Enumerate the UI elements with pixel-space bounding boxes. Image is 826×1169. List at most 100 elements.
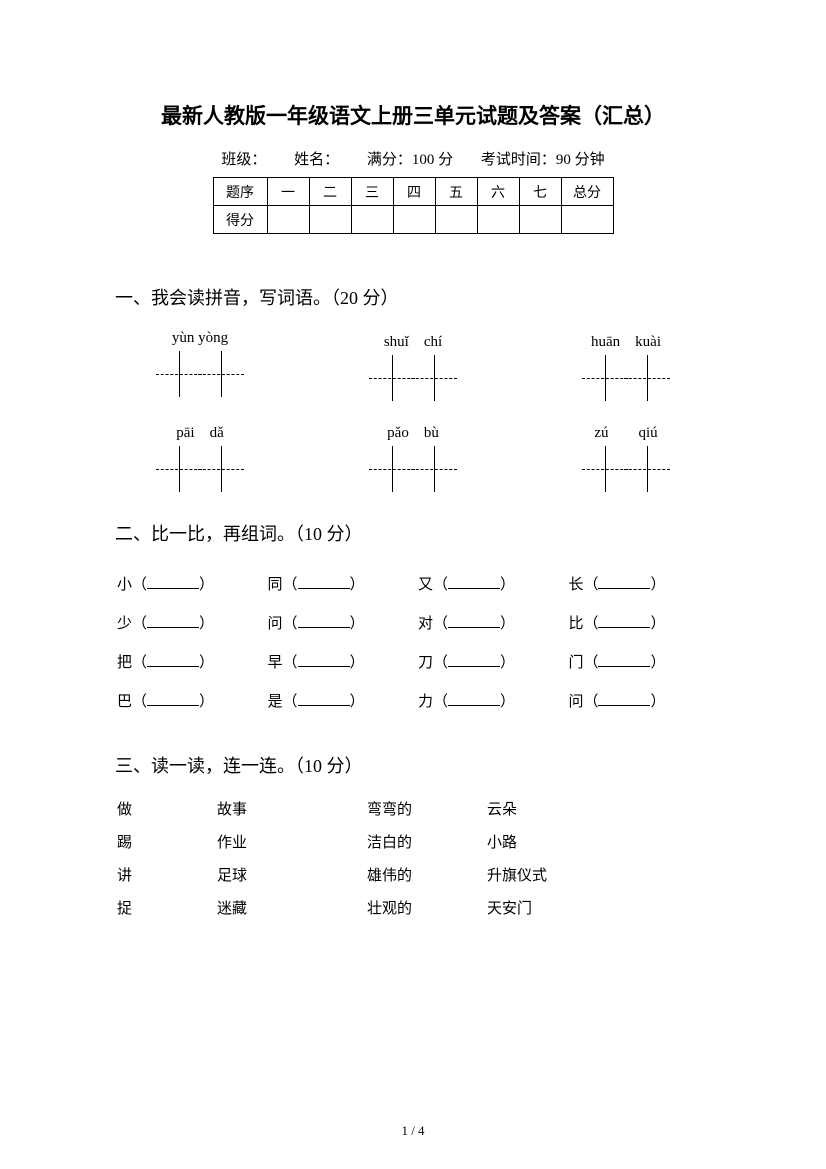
- blank-row: 巴（） 是（） 力（） 问（）: [117, 683, 711, 722]
- match-cell: 作业: [217, 831, 367, 852]
- char-box: [371, 448, 413, 490]
- pinyin-label: yùn yòng: [130, 330, 270, 347]
- pinyin-label: pǎo bù: [343, 421, 483, 442]
- score-cell: [477, 206, 519, 234]
- char-box: [584, 357, 626, 399]
- blank-item: 同（）: [267, 566, 410, 605]
- pinyin-item: pāi dǎ: [130, 421, 270, 490]
- match-cell: 小路: [487, 831, 587, 852]
- score-header: 二: [309, 178, 351, 206]
- match-cell: 弯弯的: [367, 798, 487, 819]
- blank-item: 巴（）: [117, 683, 260, 722]
- blank-item: 早（）: [267, 644, 410, 683]
- pinyin-row: pāi dǎ pǎo bù zú qiú: [115, 421, 711, 490]
- pinyin-item: shuǐ chí: [343, 330, 483, 399]
- match-row: 踢 作业 洁白的 小路: [117, 831, 711, 852]
- match-cell: 足球: [217, 864, 367, 885]
- score-header: 七: [519, 178, 561, 206]
- score-label: 得分: [213, 206, 267, 234]
- class-label: 班级：: [221, 152, 266, 168]
- char-box: [200, 448, 242, 490]
- match-cell: 迷藏: [217, 897, 367, 918]
- match-cell: 壮观的: [367, 897, 487, 918]
- match-row: 讲 足球 雄伟的 升旗仪式: [117, 864, 711, 885]
- pinyin-label: shuǐ chí: [343, 330, 483, 351]
- match-cell: 云朵: [487, 798, 587, 819]
- score-cell: [267, 206, 309, 234]
- page-number: 1 / 4: [0, 1123, 826, 1139]
- exam-time: 考试时间：90 分钟: [481, 152, 605, 168]
- table-row: 得分: [213, 206, 613, 234]
- match-cell: 做: [117, 798, 217, 819]
- blank-item: 刀（）: [418, 644, 561, 683]
- section2-heading: 二、比一比，再组词。（10 分）: [115, 520, 711, 546]
- table-row: 题序 一 二 三 四 五 六 七 总分: [213, 178, 613, 206]
- score-cell: [435, 206, 477, 234]
- match-cell: 讲: [117, 864, 217, 885]
- pinyin-label: pāi dǎ: [130, 421, 270, 442]
- char-box: [626, 448, 668, 490]
- score-header: 四: [393, 178, 435, 206]
- exam-info: 班级： 姓名： 满分：100 分 考试时间：90 分钟: [115, 148, 711, 169]
- blank-item: 问（）: [267, 605, 410, 644]
- section3-heading: 三、读一读，连一连。（10 分）: [115, 752, 711, 778]
- char-boxes: [130, 353, 270, 395]
- full-score: 满分：100 分: [367, 152, 453, 168]
- match-cell: 雄伟的: [367, 864, 487, 885]
- blank-item: 又（）: [418, 566, 561, 605]
- pinyin-item: huān kuài: [556, 330, 696, 399]
- match-row: 捉 迷藏 壮观的 天安门: [117, 897, 711, 918]
- pinyin-item: pǎo bù: [343, 421, 483, 490]
- blank-item: 问（）: [568, 683, 711, 722]
- char-boxes: [556, 448, 696, 490]
- pinyin-item: zú qiú: [556, 421, 696, 490]
- score-cell: [519, 206, 561, 234]
- score-table: 题序 一 二 三 四 五 六 七 总分 得分: [213, 177, 614, 234]
- blank-item: 小（）: [117, 566, 260, 605]
- blank-item: 少（）: [117, 605, 260, 644]
- match-cell: 踢: [117, 831, 217, 852]
- blank-item: 长（）: [568, 566, 711, 605]
- match-cell: 捉: [117, 897, 217, 918]
- blank-item: 力（）: [418, 683, 561, 722]
- pinyin-label: huān kuài: [556, 330, 696, 351]
- match-cell: 天安门: [487, 897, 587, 918]
- blank-item: 对（）: [418, 605, 561, 644]
- pinyin-row: yùn yòng shuǐ chí huān kuài: [115, 330, 711, 399]
- char-box: [413, 357, 455, 399]
- page-title: 最新人教版一年级语文上册三单元试题及答案（汇总）: [115, 100, 711, 130]
- blank-item: 比（）: [568, 605, 711, 644]
- char-boxes: [343, 357, 483, 399]
- char-box: [371, 357, 413, 399]
- section2-grid: 小（） 同（） 又（） 长（） 少（） 问（） 对（） 比（） 把（） 早（） …: [115, 566, 711, 722]
- pinyin-item: yùn yòng: [130, 330, 270, 399]
- char-boxes: [343, 448, 483, 490]
- blank-row: 少（） 问（） 对（） 比（）: [117, 605, 711, 644]
- score-cell: [309, 206, 351, 234]
- blank-row: 小（） 同（） 又（） 长（）: [117, 566, 711, 605]
- char-boxes: [130, 448, 270, 490]
- blank-row: 把（） 早（） 刀（） 门（）: [117, 644, 711, 683]
- match-cell: 洁白的: [367, 831, 487, 852]
- score-header: 题序: [213, 178, 267, 206]
- blank-item: 门（）: [568, 644, 711, 683]
- char-box: [158, 448, 200, 490]
- score-header: 六: [477, 178, 519, 206]
- match-row: 做 故事 弯弯的 云朵: [117, 798, 711, 819]
- score-cell: [393, 206, 435, 234]
- score-cell: [351, 206, 393, 234]
- section3-grid: 做 故事 弯弯的 云朵 踢 作业 洁白的 小路 讲 足球 雄伟的 升旗仪式 捉 …: [115, 798, 711, 918]
- match-cell: 升旗仪式: [487, 864, 587, 885]
- char-boxes: [556, 357, 696, 399]
- char-box: [584, 448, 626, 490]
- score-header: 三: [351, 178, 393, 206]
- pinyin-label: zú qiú: [556, 421, 696, 442]
- char-box: [413, 448, 455, 490]
- char-box: [626, 357, 668, 399]
- char-box: [200, 353, 242, 395]
- score-header: 总分: [561, 178, 613, 206]
- score-header: 一: [267, 178, 309, 206]
- score-cell: [561, 206, 613, 234]
- score-header: 五: [435, 178, 477, 206]
- char-box: [158, 353, 200, 395]
